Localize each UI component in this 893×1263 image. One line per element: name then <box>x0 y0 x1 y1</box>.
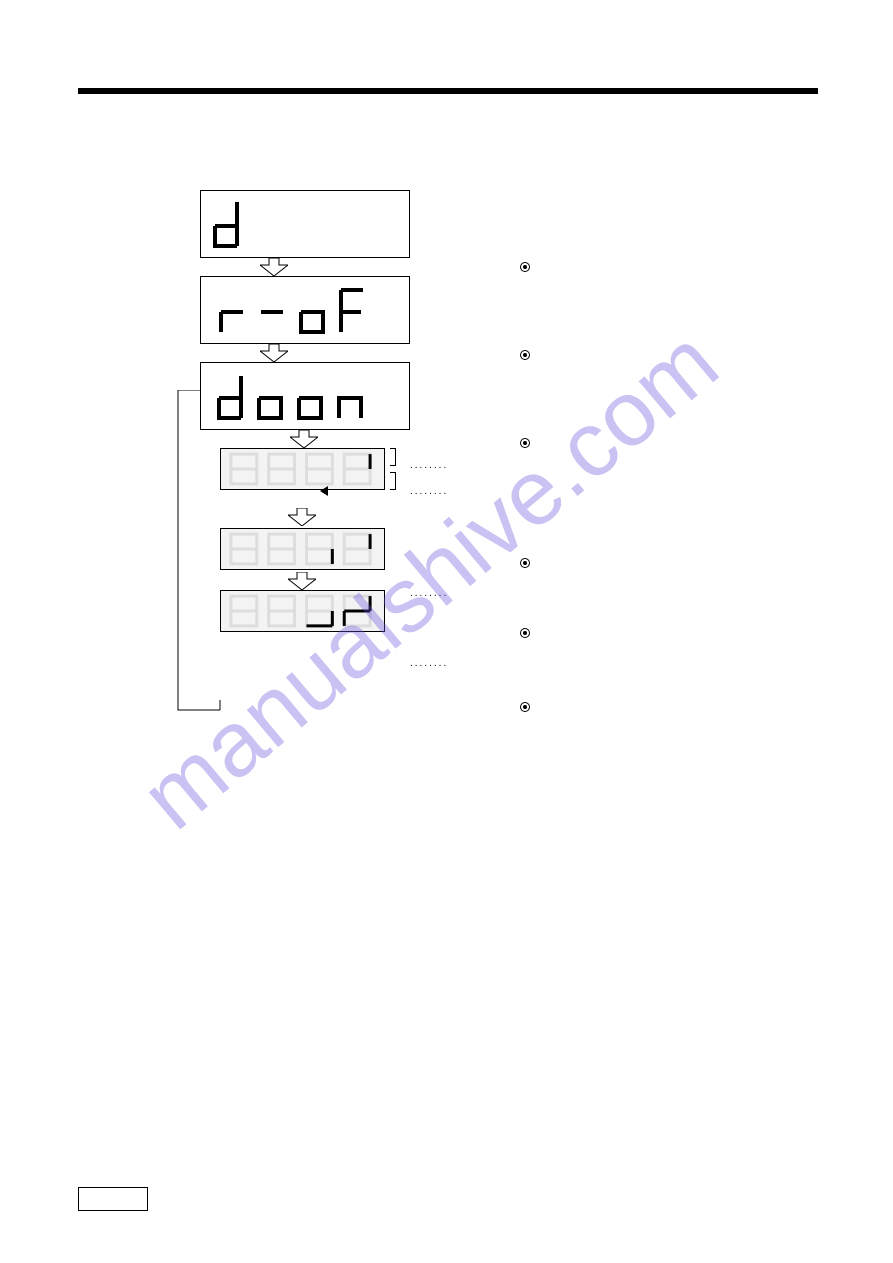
bullet-1 <box>520 262 530 272</box>
seg-ghost-5 <box>225 530 384 568</box>
arrow-down-3 <box>290 430 318 448</box>
bullet-2 <box>520 350 530 360</box>
bullet-3 <box>520 438 530 448</box>
seg-doon <box>209 368 399 424</box>
dots-5: ........ <box>410 588 448 599</box>
seg-roF <box>209 282 399 338</box>
bracket-bot <box>390 472 396 490</box>
dots-4b: ........ <box>410 486 448 497</box>
display-box-5 <box>220 528 385 570</box>
display-box-3 <box>200 362 410 430</box>
seg-d <box>209 196 249 252</box>
seg-ghost-8881 <box>225 450 384 488</box>
dots-6: ........ <box>410 658 448 669</box>
header-rule <box>78 88 818 94</box>
dots-4a: ........ <box>410 460 448 471</box>
arrow-down-4 <box>288 508 316 526</box>
display-box-6 <box>220 590 385 632</box>
bullet-4 <box>520 558 530 568</box>
display-box-2 <box>200 276 410 344</box>
arrow-down-5 <box>288 572 316 590</box>
display-box-4 <box>220 448 385 490</box>
arrow-down-1 <box>260 258 288 276</box>
page-number-box <box>78 1187 148 1211</box>
display-box-1 <box>200 190 410 258</box>
loop-line <box>170 390 230 720</box>
flow-diagram: ........ ........ ..... <box>170 190 410 632</box>
bullet-5 <box>520 628 530 638</box>
arrow-down-2 <box>260 344 288 362</box>
seg-ghost-6 <box>225 592 384 630</box>
bullet-6 <box>520 702 530 712</box>
bracket-top <box>390 448 396 466</box>
